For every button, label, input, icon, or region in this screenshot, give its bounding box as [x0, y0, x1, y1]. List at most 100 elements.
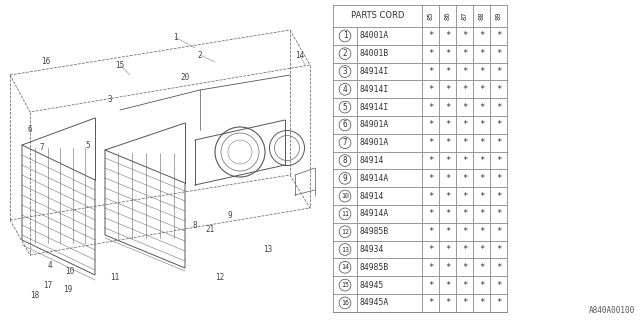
Text: *: *: [462, 192, 467, 201]
Text: 10: 10: [65, 268, 75, 276]
Text: 10: 10: [341, 193, 349, 199]
Text: 9: 9: [342, 174, 348, 183]
Text: *: *: [479, 138, 484, 147]
Text: *: *: [445, 138, 450, 147]
Text: 12: 12: [341, 229, 349, 235]
Text: 84914A: 84914A: [360, 174, 389, 183]
Text: 4: 4: [342, 85, 348, 94]
Text: 5: 5: [342, 103, 348, 112]
Text: *: *: [445, 192, 450, 201]
Text: *: *: [496, 31, 501, 40]
Text: *: *: [428, 49, 433, 58]
Text: *: *: [445, 156, 450, 165]
Text: *: *: [462, 67, 467, 76]
Text: 11: 11: [110, 274, 120, 283]
Text: *: *: [428, 227, 433, 236]
Text: *: *: [445, 120, 450, 129]
Text: *: *: [428, 156, 433, 165]
Text: *: *: [462, 156, 467, 165]
Text: *: *: [462, 120, 467, 129]
Text: *: *: [479, 31, 484, 40]
Text: *: *: [445, 31, 450, 40]
Text: 7: 7: [40, 143, 44, 153]
Text: 14: 14: [341, 264, 349, 270]
Text: 84914I: 84914I: [360, 103, 389, 112]
Text: *: *: [479, 67, 484, 76]
Text: 85: 85: [428, 12, 433, 20]
Text: 84945: 84945: [360, 281, 385, 290]
Text: *: *: [496, 67, 501, 76]
Text: 4: 4: [48, 260, 52, 269]
Text: *: *: [428, 138, 433, 147]
Text: *: *: [462, 263, 467, 272]
Text: *: *: [428, 67, 433, 76]
Text: *: *: [462, 227, 467, 236]
Text: *: *: [496, 192, 501, 201]
Text: *: *: [462, 281, 467, 290]
Text: 1: 1: [173, 33, 177, 42]
Text: 84934: 84934: [360, 245, 385, 254]
Text: *: *: [445, 227, 450, 236]
Text: 21: 21: [205, 226, 214, 235]
Text: *: *: [496, 245, 501, 254]
Text: *: *: [428, 174, 433, 183]
Text: *: *: [496, 174, 501, 183]
Text: *: *: [479, 156, 484, 165]
Text: *: *: [462, 245, 467, 254]
Text: *: *: [479, 298, 484, 308]
Text: 87: 87: [461, 12, 467, 20]
Text: *: *: [479, 120, 484, 129]
Text: *: *: [428, 192, 433, 201]
Text: *: *: [445, 103, 450, 112]
Text: *: *: [496, 263, 501, 272]
Text: *: *: [428, 209, 433, 218]
Text: 11: 11: [341, 211, 349, 217]
Text: 6: 6: [28, 125, 32, 134]
Text: 5: 5: [86, 140, 90, 149]
Text: A840A00100: A840A00100: [589, 306, 635, 315]
Text: *: *: [479, 227, 484, 236]
Text: *: *: [496, 227, 501, 236]
Text: 84914: 84914: [360, 192, 385, 201]
Text: 16: 16: [341, 300, 349, 306]
Text: 84985B: 84985B: [360, 263, 389, 272]
Text: *: *: [479, 281, 484, 290]
Text: 19: 19: [63, 285, 72, 294]
Text: 84001A: 84001A: [360, 31, 389, 40]
Text: 13: 13: [341, 246, 349, 252]
Text: *: *: [479, 209, 484, 218]
Text: 12: 12: [216, 274, 225, 283]
Text: 84914: 84914: [360, 156, 385, 165]
Text: *: *: [445, 245, 450, 254]
Text: 89: 89: [495, 12, 502, 20]
Text: *: *: [496, 298, 501, 308]
Text: 8: 8: [193, 220, 197, 229]
Text: *: *: [462, 138, 467, 147]
Text: 7: 7: [342, 138, 348, 147]
Text: *: *: [428, 85, 433, 94]
Text: 86: 86: [445, 12, 451, 20]
Text: 2: 2: [342, 49, 348, 58]
Text: *: *: [445, 49, 450, 58]
Text: 3: 3: [108, 95, 112, 105]
Text: *: *: [479, 174, 484, 183]
Text: 18: 18: [30, 291, 40, 300]
Text: *: *: [428, 281, 433, 290]
Text: 84914A: 84914A: [360, 209, 389, 218]
Text: *: *: [462, 209, 467, 218]
Text: 84901A: 84901A: [360, 138, 389, 147]
Text: *: *: [496, 103, 501, 112]
Text: 84914I: 84914I: [360, 85, 389, 94]
Text: *: *: [445, 85, 450, 94]
Text: 17: 17: [44, 281, 52, 290]
Text: 2: 2: [198, 51, 202, 60]
Text: 84914I: 84914I: [360, 67, 389, 76]
Text: *: *: [462, 31, 467, 40]
Text: *: *: [479, 192, 484, 201]
Text: 84945A: 84945A: [360, 298, 389, 308]
Text: 14: 14: [296, 51, 305, 60]
Text: *: *: [428, 103, 433, 112]
Text: 8: 8: [342, 156, 348, 165]
Text: 16: 16: [42, 58, 51, 67]
Text: *: *: [462, 174, 467, 183]
